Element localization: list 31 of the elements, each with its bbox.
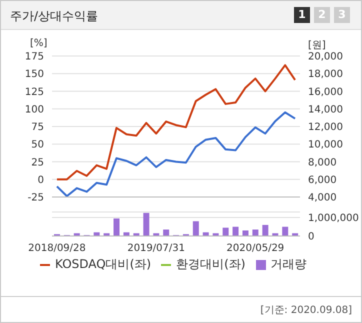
- legend-label: 환경대비(좌): [175, 256, 246, 273]
- y2-tick-label: 6,000: [308, 174, 337, 186]
- y-tick-label: 0: [38, 174, 44, 186]
- y-tick-label: 125: [24, 86, 44, 98]
- y-tick-label: 150: [24, 69, 44, 80]
- y2-tick-label: 16,000: [308, 86, 343, 98]
- y-tick-label: -25: [28, 192, 44, 204]
- y2-tick-label: 14,000: [308, 104, 343, 116]
- legend-label: 거래량: [270, 256, 306, 273]
- y2-axis-title: [원]: [308, 39, 326, 52]
- y-tick-label: 50: [31, 140, 44, 151]
- x-tick-label: 2019/07/31: [127, 243, 185, 254]
- legend-label: KOSDAQ대비(좌): [54, 256, 152, 273]
- text: 1: [294, 7, 310, 23]
- y-tick-label: 1,000,000: [308, 213, 359, 224]
- y2-tick-label: 12,000: [308, 122, 343, 134]
- y2-tick-label: 20,000: [308, 52, 343, 63]
- text: [기준: 2020.09.08]: [260, 305, 352, 316]
- y-tick-label: 75: [31, 122, 44, 134]
- chart-title: 주가/상대수익률: [10, 8, 98, 25]
- y2-tick-label: 8,000: [308, 157, 337, 168]
- x-tick-label: 2018/09/28: [28, 243, 86, 254]
- y-tick-label: 0: [308, 232, 314, 243]
- y-tick-label: 100: [24, 104, 44, 116]
- y-tick-label: 25: [31, 157, 44, 168]
- y2-tick-label: 18,000: [308, 69, 343, 80]
- y-tick-label: 175: [24, 52, 44, 63]
- y-axis-title: [%]: [30, 38, 48, 49]
- x-tick-label: 2020/05/29: [226, 243, 284, 254]
- y2-tick-label: 4,000: [308, 192, 337, 204]
- y2-tick-label: 10,000: [308, 140, 343, 151]
